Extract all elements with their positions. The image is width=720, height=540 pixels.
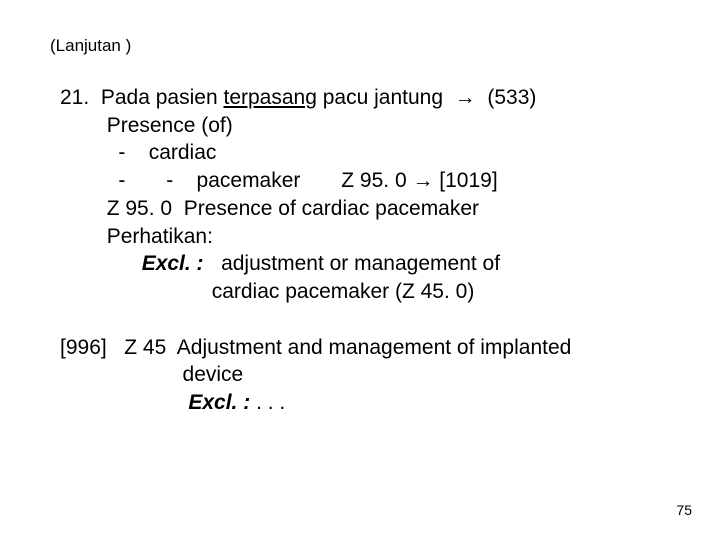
sp <box>89 86 101 109</box>
line-perhatikan: Perhatikan: <box>60 223 680 251</box>
secondary-block: [996] Z 45 Adjustment and management of … <box>60 334 680 417</box>
indent <box>60 141 118 164</box>
page-number: 75 <box>676 502 692 518</box>
txt-excl-body: adjustment or management of <box>204 252 501 275</box>
line-z95: Z 95. 0 Presence of cardiac pacemaker <box>60 195 680 223</box>
txt-device: device <box>183 363 244 386</box>
indent <box>60 169 118 192</box>
indent <box>60 114 107 137</box>
txt-z95: Z 95. 0 Presence of cardiac pacemaker <box>107 197 479 220</box>
txt-pacemaker: - - pacemaker Z 95. 0 <box>118 169 412 192</box>
item-number: 21. <box>60 86 89 109</box>
indent <box>60 363 183 386</box>
indent <box>60 252 142 275</box>
txt-presence: Presence (of) <box>107 114 233 137</box>
txt-terpasang: terpasang <box>223 86 316 109</box>
txt-cardiac: - cardiac <box>118 141 216 164</box>
arrow-icon: → <box>412 169 433 192</box>
line-presence: Presence (of) <box>60 112 680 140</box>
txt-pada: Pada pasien <box>101 86 224 109</box>
txt-533: (533) <box>476 86 537 109</box>
txt-perhatikan: Perhatikan: <box>107 225 213 248</box>
txt-1019: [1019] <box>433 169 497 192</box>
line-996: [996] Z 45 Adjustment and management of … <box>60 334 680 362</box>
indent <box>60 280 212 303</box>
slide-page: (Lanjutan ) 21. Pada pasien terpasang pa… <box>0 0 720 540</box>
continuation-header: (Lanjutan ) <box>50 36 131 56</box>
line-excl1: Excl. : adjustment or management of <box>60 250 680 278</box>
indent <box>60 225 107 248</box>
line-excl2: cardiac pacemaker (Z 45. 0) <box>60 278 680 306</box>
line-excl3: Excl. : . . . <box>60 389 680 417</box>
txt-dots: . . . <box>250 391 285 414</box>
txt-excl2-label: Excl. : <box>188 391 250 414</box>
line-device: device <box>60 361 680 389</box>
txt-excl-label: Excl. : <box>142 252 204 275</box>
indent <box>60 197 107 220</box>
txt-pacu: pacu jantung <box>317 86 455 109</box>
txt-excl-body2: cardiac pacemaker (Z 45. 0) <box>212 280 475 303</box>
line-pacemaker: - - pacemaker Z 95. 0 → [1019] <box>60 167 680 195</box>
body-content: 21. Pada pasien terpasang pacu jantung →… <box>60 84 680 417</box>
txt-z45: Z 45 Adjustment and management of implan… <box>107 336 572 359</box>
line-cardiac: - cardiac <box>60 139 680 167</box>
indent <box>60 391 188 414</box>
txt-996: [996] <box>60 336 107 359</box>
arrow-icon: → <box>455 86 476 109</box>
line-21-title: 21. Pada pasien terpasang pacu jantung →… <box>60 84 680 112</box>
